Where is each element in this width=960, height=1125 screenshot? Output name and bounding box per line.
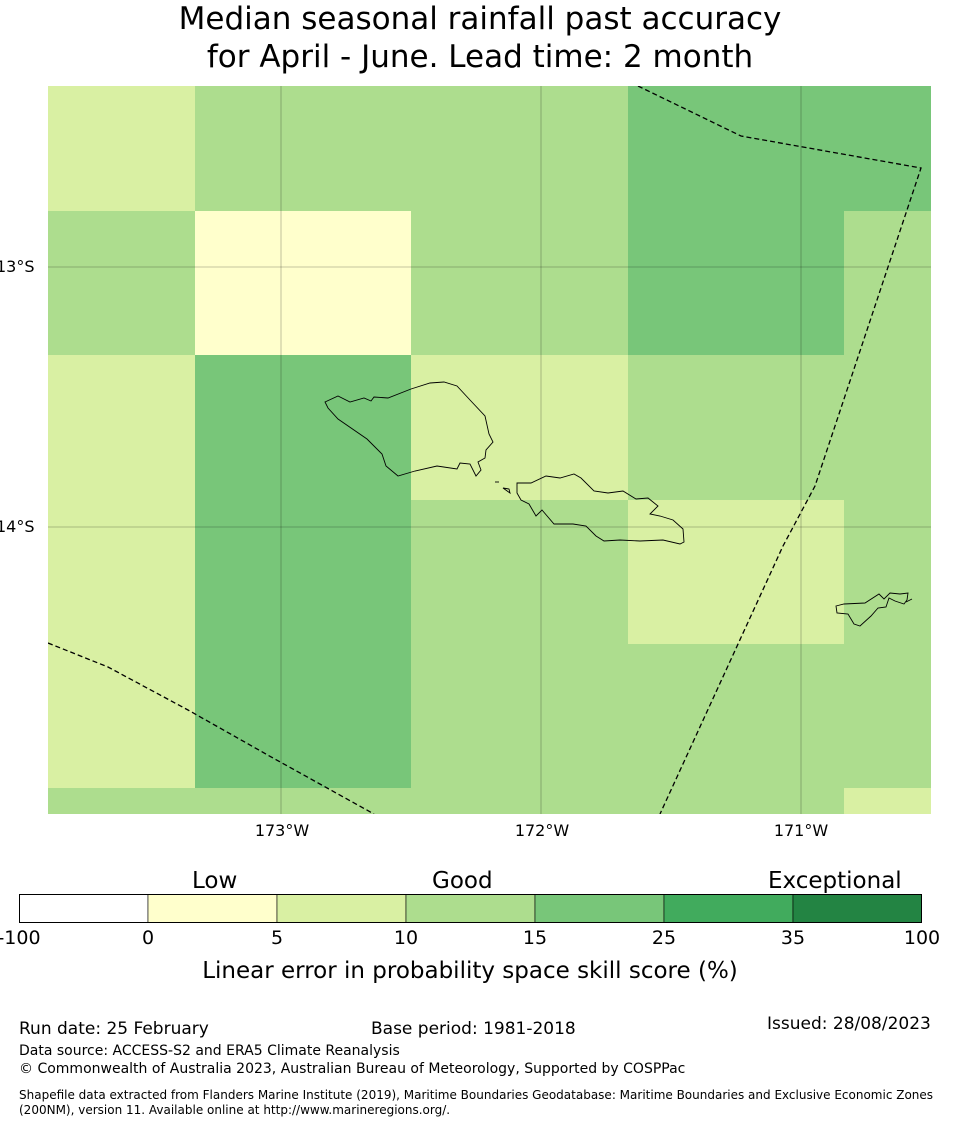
- issued-date: Issued: 28/08/2023: [767, 1014, 931, 1034]
- manono-islet: [502, 487, 511, 495]
- grid-cell-r3-c2: [411, 500, 628, 644]
- title-line-1: Median seasonal rainfall past accuracy: [178, 1, 782, 37]
- grid-cell-r1-c1: [195, 211, 411, 355]
- coastlines: [324, 381, 913, 627]
- grid-cell-r4-c3: [628, 644, 844, 788]
- grid-cell-r4-c2: [411, 644, 628, 788]
- maritime-boundaries: [48, 86, 922, 814]
- lon-label-173w: 173°W: [254, 821, 310, 840]
- colorbar-svg: [18, 893, 923, 924]
- grid-cell-r4-c1: [195, 644, 411, 788]
- graticule: [48, 86, 931, 814]
- grid-cell-r5-c3: [628, 788, 844, 814]
- colorbar-swatch-2: [276, 893, 407, 924]
- upolu-island: [516, 473, 685, 545]
- grid-cell-r1-c2: [411, 211, 628, 355]
- eez-boundary-west: [48, 642, 375, 814]
- grid-cell-r1-c3: [628, 211, 844, 355]
- colorbar-tick-0: -100: [0, 927, 41, 949]
- grid-cell-r0-c3: [628, 86, 931, 211]
- colorbar: [18, 893, 923, 924]
- grid-cell-r1-c0: [48, 211, 195, 355]
- aunuu-islet: [905, 598, 913, 603]
- title-line-2: for April - June. Lead time: 2 month: [206, 39, 754, 75]
- legend-category-good: Good: [432, 868, 493, 894]
- grid-cell-r3-c4: [844, 500, 931, 644]
- grid-cell-r2-c4: [844, 355, 931, 500]
- grid-cell-r0-c2: [411, 86, 628, 211]
- grid-cell-r2-c0: [48, 355, 195, 500]
- colorbar-label: Linear error in probability space skill …: [202, 958, 738, 984]
- grid-cell-r4-c0: [48, 644, 195, 788]
- grid-cell-r0-c1: [195, 86, 411, 211]
- data-source: Data source: ACCESS-S2 and ERA5 Climate …: [19, 1043, 400, 1059]
- savaii-island: [324, 381, 494, 477]
- colorbar-swatch-0: [18, 893, 149, 924]
- lat-label-13s: 13°S: [0, 257, 35, 276]
- run-date: Run date: 25 February: [19, 1019, 209, 1039]
- map-title: Median seasonal rainfall past accuracy f…: [0, 0, 960, 76]
- legend-category-exceptional: Exceptional: [768, 868, 902, 894]
- lat-label-14s: 14°S: [0, 517, 35, 536]
- legend-category-low: Low: [192, 868, 238, 894]
- map-svg: [48, 86, 931, 814]
- colorbar-swatch-3: [405, 893, 536, 924]
- shapefile-credit-line-2: (200NM), version 11. Available online at…: [19, 1103, 451, 1117]
- colorbar-tick-2: 5: [270, 927, 284, 949]
- colorbar-tick-3: 10: [393, 927, 419, 949]
- grid-cell-r5-c1: [195, 788, 411, 814]
- colorbar-tick-6: 35: [780, 927, 806, 949]
- map-panel: [48, 86, 931, 814]
- colorbar-swatch-4: [534, 893, 665, 924]
- colorbar-swatch-5: [663, 893, 794, 924]
- grid-cell-r3-c1: [195, 500, 411, 644]
- grid-cell-r2-c2: [411, 355, 628, 500]
- grid-cell-r5-c2: [411, 788, 628, 814]
- skill-grid: [48, 86, 931, 814]
- eez-boundary-east: [637, 86, 922, 814]
- colorbar-swatch-6: [792, 893, 923, 924]
- colorbar-outline: [19, 894, 922, 923]
- grid-cell-r5-c4: [844, 788, 931, 814]
- grid-cell-r3-c3: [628, 500, 844, 644]
- grid-cell-r5-c0: [48, 788, 195, 814]
- grid-cell-r2-c1: [195, 355, 411, 500]
- colorbar-tick-5: 25: [651, 927, 677, 949]
- grid-cell-r3-c0: [48, 500, 195, 644]
- lon-label-172w: 172°W: [514, 821, 570, 840]
- grid-cell-r4-c4: [844, 644, 931, 788]
- colorbar-swatch-1: [147, 893, 278, 924]
- grid-cell-r0-c0: [48, 86, 195, 211]
- copyright: © Commonwealth of Australia 2023, Austra…: [19, 1061, 686, 1077]
- grid-cell-r2-c3: [628, 355, 844, 500]
- colorbar-tick-7: 100: [903, 927, 941, 949]
- lon-label-171w: 171°W: [773, 821, 829, 840]
- colorbar-tick-4: 15: [522, 927, 548, 949]
- tutuila-island: [835, 592, 909, 627]
- base-period: Base period: 1981-2018: [371, 1019, 576, 1039]
- grid-cell-r1-c4: [844, 211, 931, 355]
- shapefile-credit-line-1: Shapefile data extracted from Flanders M…: [19, 1088, 934, 1102]
- colorbar-tick-1: 0: [141, 927, 155, 949]
